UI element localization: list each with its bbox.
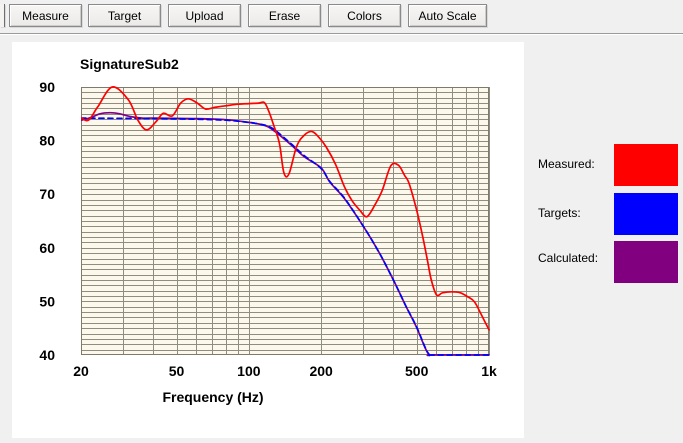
measure-button[interactable]: Measure xyxy=(9,4,82,27)
svg-text:20: 20 xyxy=(73,363,89,379)
svg-text:1k: 1k xyxy=(481,363,497,379)
svg-text:70: 70 xyxy=(39,186,55,202)
svg-text:50: 50 xyxy=(169,363,185,379)
target-button[interactable]: Target xyxy=(88,4,161,27)
targets-color-swatch xyxy=(614,193,678,235)
toolbar: Measure Target Upload Erase Colors Auto … xyxy=(0,0,683,36)
svg-text:Frequency (Hz): Frequency (Hz) xyxy=(162,389,263,405)
toolbar-divider xyxy=(0,33,683,35)
svg-text:200: 200 xyxy=(309,363,333,379)
svg-text:90: 90 xyxy=(39,79,55,95)
auto-scale-button[interactable]: Auto Scale xyxy=(408,4,487,27)
calculated-color-swatch xyxy=(614,241,678,283)
svg-text:500: 500 xyxy=(405,363,429,379)
svg-text:100: 100 xyxy=(237,363,261,379)
legend-label-measured: Measured: xyxy=(538,157,595,171)
svg-text:80: 80 xyxy=(39,133,55,149)
partial-button[interactable] xyxy=(0,4,5,27)
svg-text:50: 50 xyxy=(39,293,55,309)
measured-color-swatch xyxy=(614,144,678,186)
legend-label-calculated: Calculated: xyxy=(538,251,599,265)
chart-panel: SignatureSub2 90 80 70 60 50 40 20 50 100 200 500 1k… xyxy=(12,42,524,438)
erase-button[interactable]: Erase xyxy=(248,4,321,27)
upload-button[interactable]: Upload xyxy=(168,4,241,27)
svg-text:60: 60 xyxy=(39,240,55,256)
svg-text:40: 40 xyxy=(39,347,55,363)
colors-button[interactable]: Colors xyxy=(328,4,401,27)
frequency-response-chart: SignatureSub2 90 80 70 60 50 40 20 50 100 200 500 1k… xyxy=(39,56,497,405)
svg-text:SignatureSub2: SignatureSub2 xyxy=(80,56,179,72)
legend-label-targets: Targets: xyxy=(538,206,581,220)
